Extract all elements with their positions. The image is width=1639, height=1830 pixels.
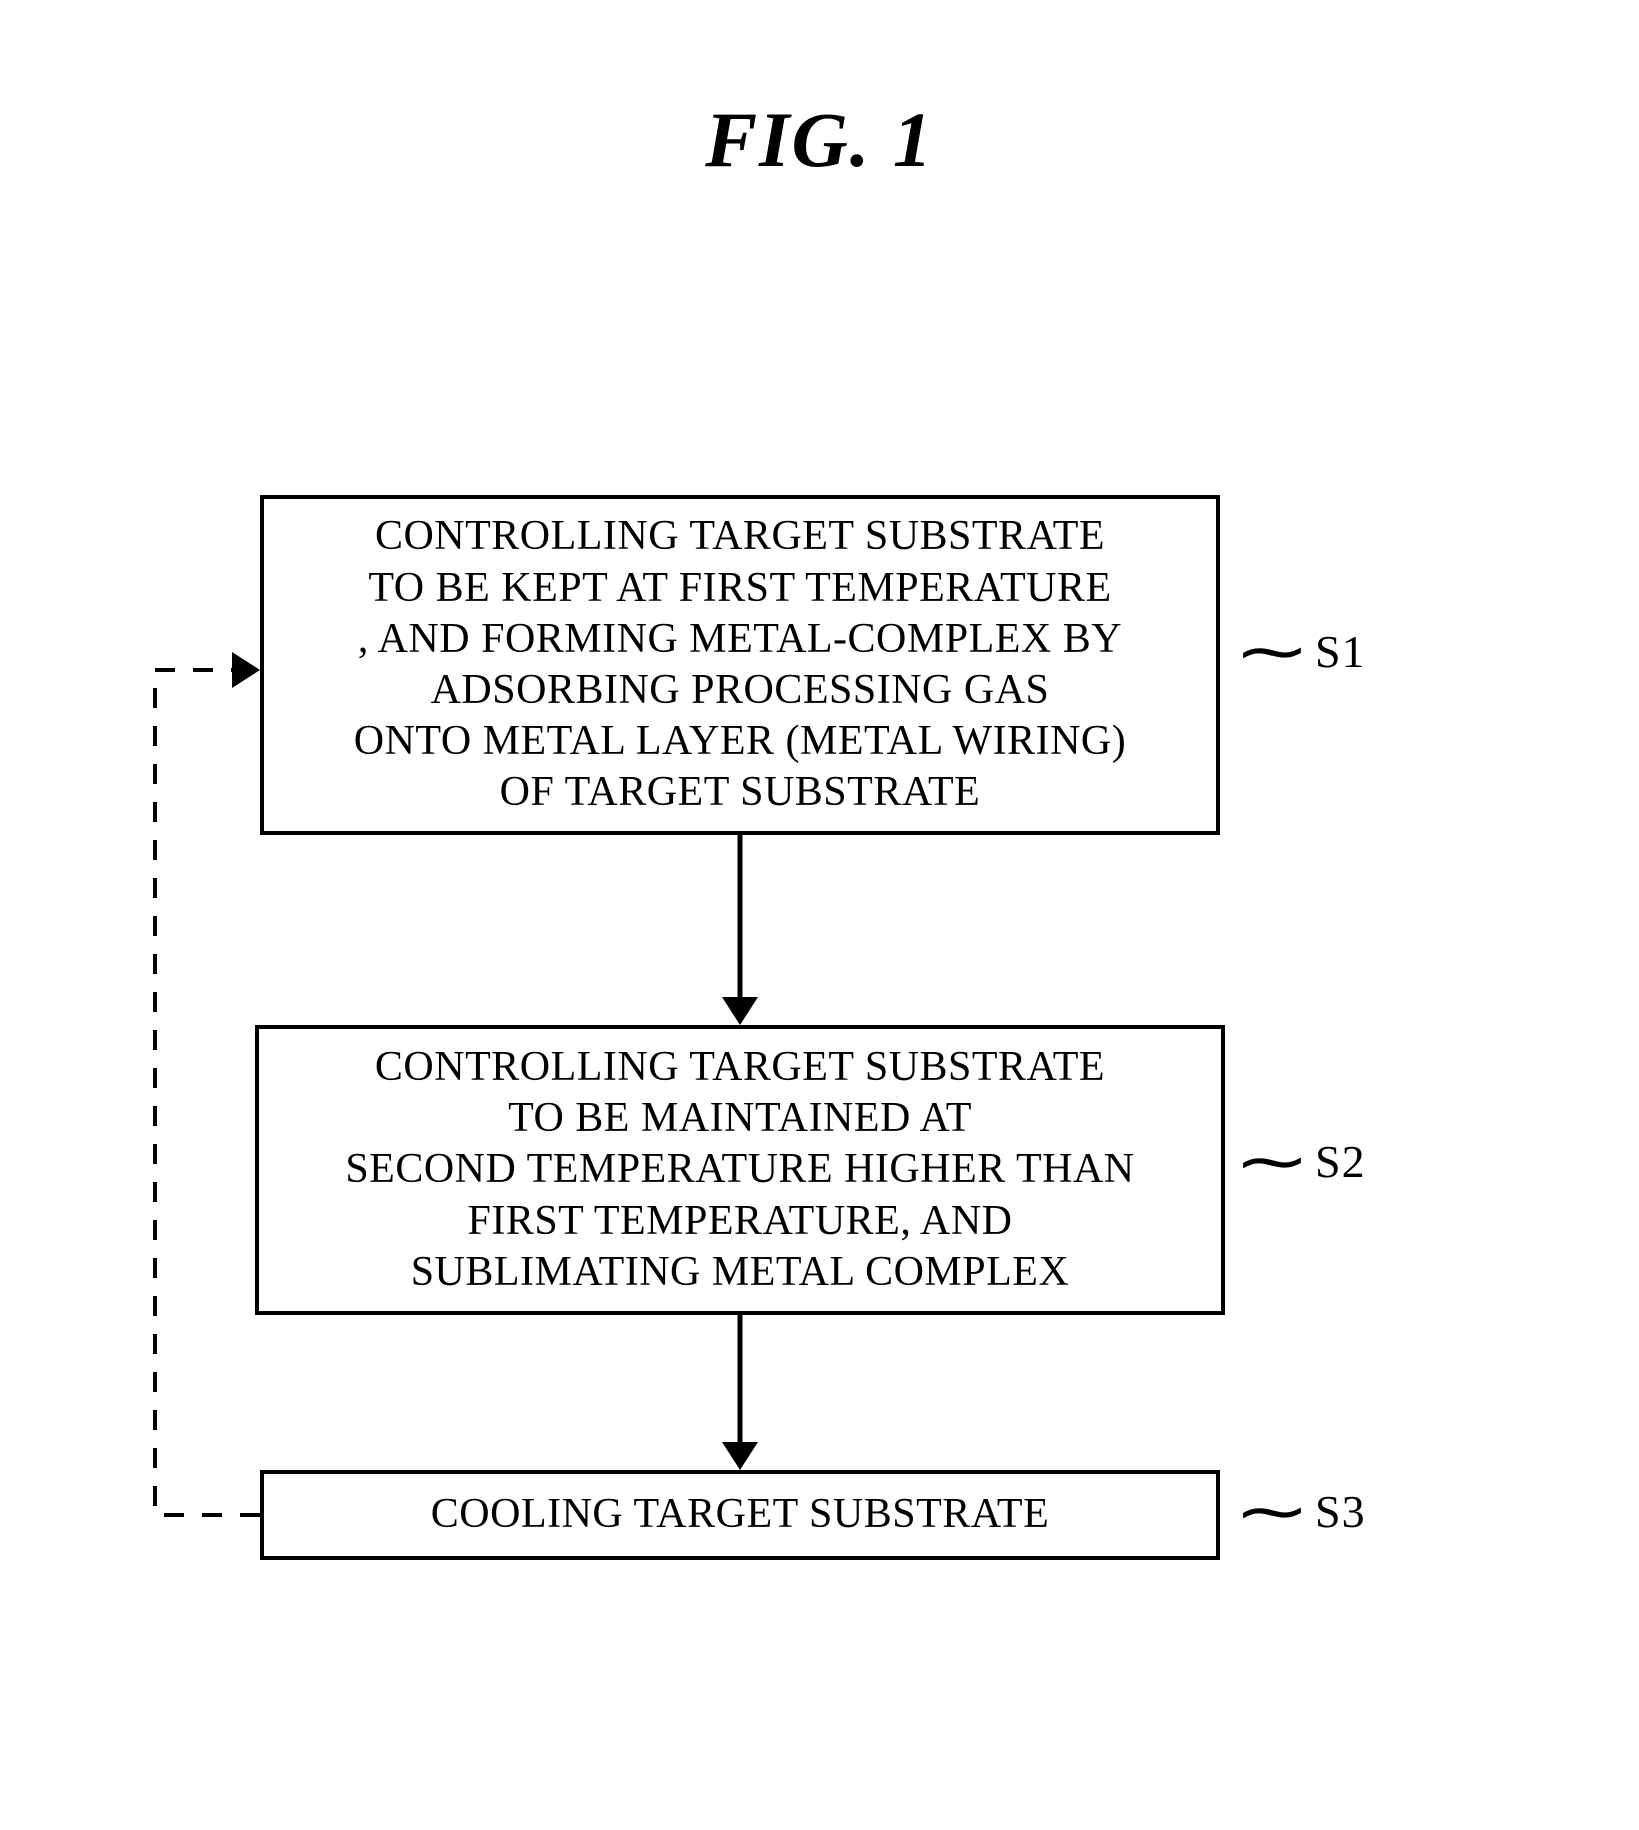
step-label-s1: S1: [1315, 625, 1366, 678]
step-box-s3: COOLING TARGET SUBSTRATE: [260, 1470, 1220, 1560]
step-tilde-s3: ⁓: [1240, 1480, 1304, 1544]
step-tilde-s1: ⁓: [1240, 620, 1304, 684]
dashed-loop: [155, 670, 260, 1515]
figure-page: FIG. 1 CONTROLLING TARGET SUBSTRATE TO B…: [0, 0, 1639, 1830]
figure-title: FIG. 1: [0, 95, 1639, 185]
step-box-s1: CONTROLLING TARGET SUBSTRATE TO BE KEPT …: [260, 495, 1220, 835]
dashed-loop-arrowhead: [232, 652, 260, 688]
step-box-s2: CONTROLLING TARGET SUBSTRATE TO BE MAINT…: [255, 1025, 1225, 1315]
arrow-1: [722, 835, 758, 1025]
arrow-2: [722, 1315, 758, 1470]
step-tilde-s2: ⁓: [1240, 1130, 1304, 1194]
step-label-s3: S3: [1315, 1485, 1366, 1538]
step-label-s2: S2: [1315, 1135, 1366, 1188]
